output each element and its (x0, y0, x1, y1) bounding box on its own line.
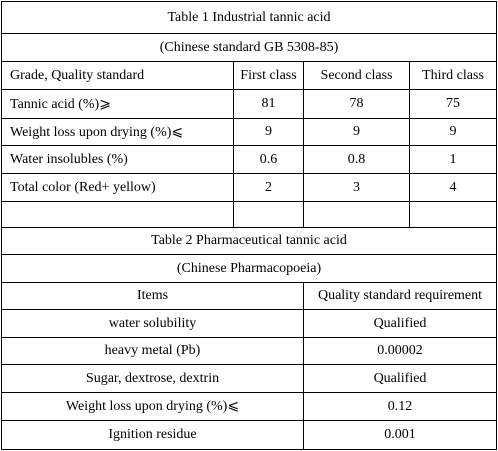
cell-text: 0.6 (259, 151, 278, 167)
header-cell: Quality standard requirement (303, 282, 497, 310)
cell-text: Weight loss upon drying (%)⩽ (65, 399, 240, 414)
header-cell: Third class (409, 61, 497, 90)
table-cell: Ignition residue (1, 420, 304, 450)
cell-text: Total color (Red+ yellow) (10, 179, 156, 195)
cell-text: 9 (449, 124, 457, 139)
table-cell: 0.00002 (303, 337, 497, 365)
table-cell: 0.8 (303, 145, 410, 174)
header-cell: Items (1, 282, 304, 310)
table-cell: 3 (303, 173, 410, 202)
cell-text: Qualified (373, 315, 427, 331)
cell-text: 1 (449, 151, 457, 167)
table-cell: 9 (303, 118, 410, 146)
table-cell: 0.6 (233, 145, 304, 174)
empty-cell (1, 201, 234, 228)
table-cell: 75 (409, 89, 497, 119)
table-cell: 2 (233, 173, 304, 202)
table-cell: 81 (233, 89, 304, 119)
table-cell: Weight loss upon drying (%)⩽ (1, 392, 304, 421)
empty-cell (233, 201, 304, 228)
cell-text: Grade, Quality standard (10, 67, 145, 83)
table-cell: Total color (Red+ yellow) (1, 173, 234, 202)
header-cell: First class (233, 61, 304, 90)
cell-text: Ignition residue (108, 427, 197, 442)
cell-text: Qualified (373, 370, 427, 386)
cell-text: Sugar, dextrose, dextrin (85, 370, 220, 386)
header-cell: Grade, Quality standard (1, 61, 234, 90)
cell-text: 3 (353, 179, 360, 195)
cell-text: 9 (353, 124, 360, 139)
cell-text: 0.8 (347, 151, 366, 167)
cell-text: Tannic acid (%)⩾ (10, 96, 111, 112)
table-cell: 0.001 (303, 420, 497, 450)
cell-text: 0.12 (387, 398, 413, 414)
cell-text: 9 (265, 124, 272, 139)
cell-text: (Chinese standard GB 5308-85) (159, 39, 339, 55)
cell-text: 75 (446, 96, 460, 111)
table-cell: 4 (409, 173, 497, 202)
cell-text: Third class (422, 67, 484, 83)
cell-text: First class (240, 67, 297, 83)
table-cell: 78 (303, 89, 410, 119)
table-cell: 0.12 (303, 392, 497, 421)
table-cell: water solubility (1, 309, 304, 338)
table-subtitle: (Chinese Pharmacopoeia) (1, 254, 497, 283)
cell-text: Table 1 Industrial tannic acid (167, 9, 331, 25)
table-cell: 9 (233, 118, 304, 146)
cell-text: 0.00002 (377, 343, 423, 358)
cell-text: Weight loss upon drying (%)⩽ (10, 124, 184, 140)
table-cell: Sugar, dextrose, dextrin (1, 364, 304, 393)
table-title: Table 2 Pharmaceutical tannic acid (1, 227, 497, 255)
table-cell: 9 (409, 118, 497, 146)
table-cell: Qualified (303, 309, 497, 338)
table-cell: Tannic acid (%)⩾ (1, 89, 234, 119)
cell-text: 0.001 (384, 427, 416, 442)
table-subtitle: (Chinese standard GB 5308-85) (1, 33, 497, 62)
cell-text: 78 (349, 96, 364, 111)
table-cell: Water insolubles (%) (1, 145, 234, 174)
cell-text: heavy metal (Pb) (104, 343, 201, 358)
cell-text: water solubility (108, 315, 197, 331)
table-cell: Weight loss upon drying (%)⩽ (1, 118, 234, 146)
cell-text: Table 2 Pharmaceutical tannic acid (151, 233, 347, 248)
table-cell: heavy metal (Pb) (1, 337, 304, 365)
table-cell: 1 (409, 145, 497, 174)
table-cell: Qualified (303, 364, 497, 393)
cell-text: Items (136, 288, 169, 303)
empty-cell (303, 201, 410, 228)
cell-text: 4 (449, 179, 457, 195)
empty-cell (409, 201, 497, 228)
header-cell: Second class (303, 61, 410, 90)
cell-text: Quality standard requirement (317, 288, 483, 303)
cell-text: 2 (265, 179, 272, 195)
cell-text: Second class (320, 67, 393, 83)
cell-text: (Chinese Pharmacopoeia) (176, 260, 322, 276)
cell-text: Water insolubles (%) (10, 151, 128, 167)
cell-text: 81 (261, 96, 276, 111)
table-title: Table 1 Industrial tannic acid (1, 1, 497, 34)
